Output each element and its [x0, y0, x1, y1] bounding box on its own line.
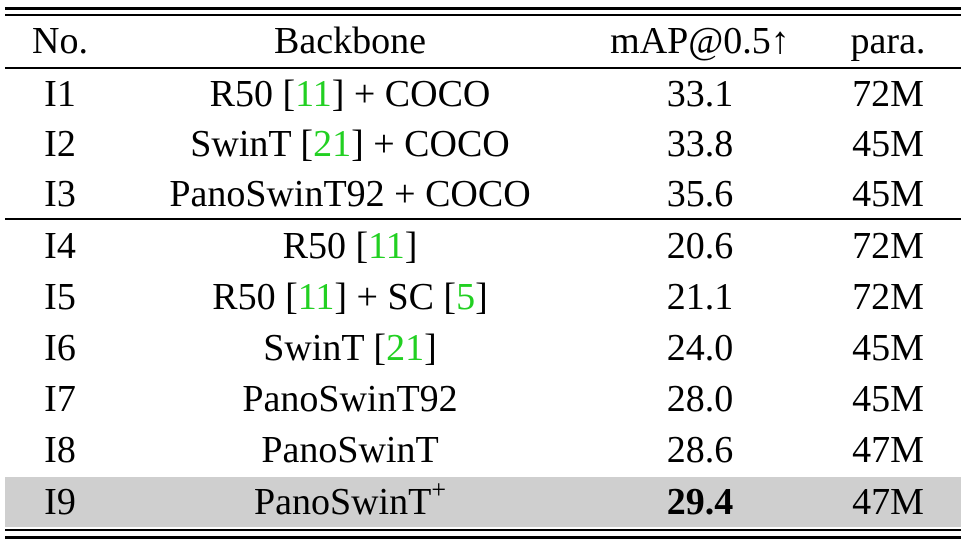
row-para: 45M — [852, 327, 924, 369]
row-no: I7 — [44, 378, 76, 420]
row-backbone: PanoSwinT92 — [242, 378, 458, 420]
row-para: 72M — [852, 225, 924, 267]
row-backbone: R50 [11] + COCO — [209, 73, 491, 115]
citation-link[interactable]: 11 — [297, 276, 335, 318]
table-header-row: No. Backbone mAP@0.5↑ para. — [5, 16, 961, 66]
row-backbone: SwinT [21] — [263, 327, 437, 369]
row-backbone: PanoSwinT+ — [253, 475, 447, 523]
table-bottom-rule — [5, 536, 961, 539]
citation-link[interactable]: 11 — [295, 73, 332, 115]
row-map: 33.8 — [666, 123, 734, 165]
row-map: 28.6 — [666, 429, 734, 471]
row-no: I6 — [44, 327, 76, 369]
header-rule — [5, 67, 961, 69]
row-map: 24.0 — [666, 327, 734, 369]
row-para: 45M — [852, 173, 924, 215]
row-no: I9 — [44, 481, 76, 523]
citation-link[interactable]: 11 — [368, 225, 405, 267]
citation-link[interactable]: 21 — [313, 123, 352, 165]
row-backbone: SwinT [21] + COCO — [190, 123, 510, 165]
row-map: 33.1 — [666, 73, 734, 115]
header-para: para. — [850, 20, 926, 62]
row-no: I1 — [44, 73, 76, 115]
row-no: I4 — [44, 225, 76, 267]
table-row: I5 R50 [11] + SC [5] 21.1 72M — [5, 272, 961, 322]
table-row: I1 R50 [11] + COCO 33.1 72M — [5, 69, 961, 119]
table-row: I6 SwinT [21] 24.0 45M — [5, 323, 961, 373]
table-row: I4 R50 [11] 20.6 72M — [5, 221, 961, 271]
table-row: I2 SwinT [21] + COCO 33.8 45M — [5, 119, 961, 169]
row-para: 72M — [852, 73, 924, 115]
row-para: 45M — [852, 123, 924, 165]
row-para: 72M — [852, 276, 924, 318]
row-no: I3 — [44, 173, 76, 215]
table-row: I7 PanoSwinT92 28.0 45M — [5, 374, 961, 424]
row-map: 35.6 — [666, 173, 734, 215]
citation-link[interactable]: 21 — [386, 327, 425, 369]
row-no: I2 — [44, 123, 76, 165]
row-para: 47M — [852, 481, 924, 523]
table-row: I8 PanoSwinT 28.6 47M — [5, 425, 961, 475]
row-para: 47M — [852, 429, 924, 471]
row-no: I5 — [44, 276, 76, 318]
row-map: 20.6 — [666, 225, 734, 267]
citation-link[interactable]: 5 — [456, 276, 476, 318]
row-backbone: PanoSwinT92 + COCO — [169, 173, 531, 215]
superscript-plus: + — [431, 475, 447, 505]
row-no: I8 — [44, 429, 76, 471]
group-separator-rule — [5, 218, 961, 220]
row-para: 45M — [852, 378, 924, 420]
table-top-rule-inner — [5, 14, 961, 16]
row-backbone: R50 [11] — [282, 225, 418, 267]
row-map: 21.1 — [666, 276, 734, 318]
row-map: 28.0 — [666, 378, 734, 420]
row-backbone: R50 [11] + SC [5] — [212, 276, 488, 318]
row-map-best: 29.4 — [666, 481, 734, 523]
header-backbone: Backbone — [274, 20, 426, 62]
row-backbone: PanoSwinT — [261, 429, 439, 471]
table-top-rule — [5, 7, 961, 10]
table-row-highlighted: I9 PanoSwinT+ 29.4 47M — [5, 477, 961, 527]
table-row: I3 PanoSwinT92 + COCO 35.6 45M — [5, 169, 961, 219]
header-no: No. — [32, 20, 88, 62]
table-bottom-rule-inner — [5, 529, 961, 531]
header-map: mAP@0.5↑ — [610, 20, 790, 62]
